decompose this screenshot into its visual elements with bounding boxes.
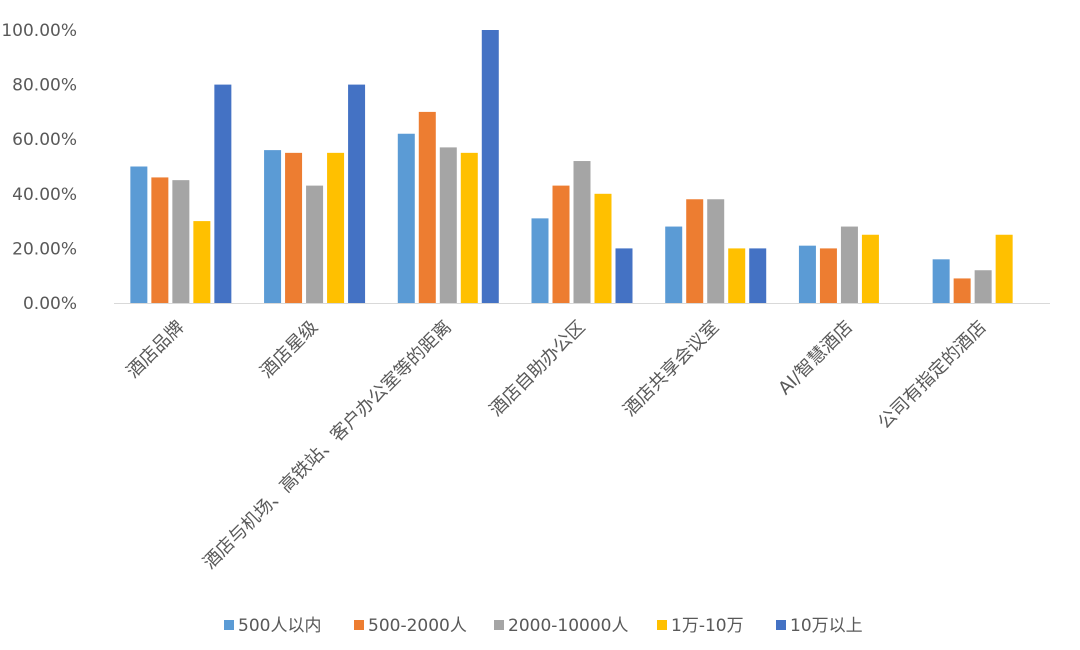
legend: 500人以内 500-2000人 2000-10000人 1万-10万 10万以上	[224, 616, 863, 636]
legend-label: 500人以内	[238, 616, 321, 636]
bar	[397, 133, 415, 303]
legend-label: 10万以上	[790, 616, 863, 636]
bar	[686, 199, 704, 303]
bar	[573, 161, 591, 303]
x-category-label: 酒店品牌	[123, 317, 189, 383]
bar	[439, 147, 457, 303]
bar	[749, 248, 767, 303]
y-tick-label: 100.00%	[1, 21, 77, 41]
x-category-label: 酒店星级	[256, 317, 322, 383]
bar	[193, 221, 211, 303]
x-category-label: 酒店自助办公区	[486, 317, 590, 421]
x-category-label: AI/智慧酒店	[774, 317, 857, 400]
bar	[264, 150, 282, 303]
y-axis: 0.00% 20.00% 40.00% 60.00% 80.00% 100.00%	[1, 21, 77, 314]
bar	[552, 185, 570, 303]
bar	[995, 234, 1013, 303]
bar	[151, 177, 169, 303]
bar	[481, 30, 499, 303]
bar	[172, 180, 190, 303]
bar	[594, 193, 612, 303]
y-tick-label: 80.00%	[12, 76, 77, 96]
bar	[728, 248, 746, 303]
x-category-label: 酒店共享会议室	[619, 317, 723, 421]
bar	[327, 152, 345, 303]
bar	[130, 166, 148, 303]
legend-swatch	[354, 620, 364, 630]
bar	[953, 278, 971, 303]
bar	[615, 248, 633, 303]
bar	[285, 152, 303, 303]
legend-label: 500-2000人	[368, 616, 467, 636]
bar	[819, 248, 837, 303]
bar	[348, 84, 366, 303]
bar	[214, 84, 232, 303]
y-tick-label: 60.00%	[12, 130, 77, 150]
plot-area	[114, 30, 1050, 304]
x-category-label: 公司有指定的酒店	[874, 317, 991, 434]
x-category-label: 酒店与机场、高铁站、客户办公室等的距离	[199, 317, 456, 574]
legend-label: 1万-10万	[671, 616, 744, 636]
y-tick-label: 0.00%	[23, 294, 77, 314]
legend-swatch	[776, 620, 786, 630]
bar	[798, 245, 816, 303]
bar	[974, 270, 992, 303]
y-tick-label: 20.00%	[12, 239, 77, 259]
legend-swatch	[657, 620, 667, 630]
bar	[840, 226, 858, 303]
bar	[861, 234, 879, 303]
legend-swatch	[224, 620, 234, 630]
bar	[306, 185, 324, 303]
bar	[531, 218, 549, 303]
legend-swatch	[494, 620, 504, 630]
bar	[932, 259, 950, 303]
legend-label: 2000-10000人	[508, 616, 628, 636]
bar	[418, 111, 436, 304]
bar	[665, 226, 683, 303]
bar	[460, 152, 478, 303]
y-tick-label: 40.00%	[12, 185, 77, 205]
bar	[707, 199, 725, 303]
